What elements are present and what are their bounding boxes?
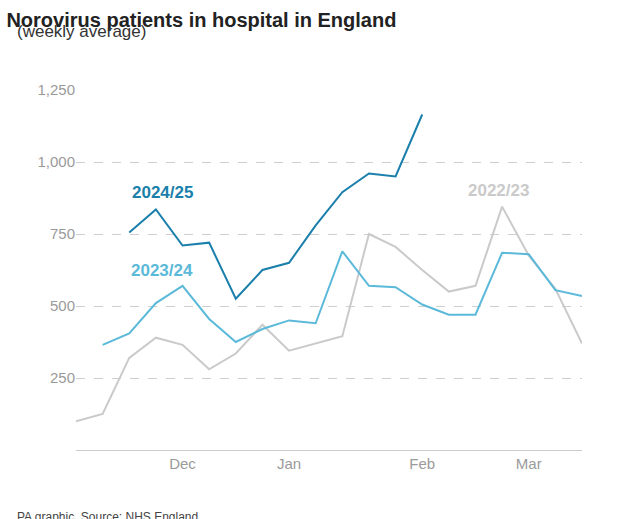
svg-text:750: 750 xyxy=(50,225,75,242)
svg-text:Norovirus patients in hospital: Norovirus patients in hospital in Englan… xyxy=(6,9,396,31)
svg-text:PA graphic. Source: NHS Englan: PA graphic. Source: NHS England xyxy=(17,510,198,519)
svg-text:Dec: Dec xyxy=(169,455,196,472)
svg-text:Feb: Feb xyxy=(409,455,435,472)
svg-text:500: 500 xyxy=(50,297,75,314)
svg-text:Mar: Mar xyxy=(516,455,542,472)
svg-text:2024/25: 2024/25 xyxy=(132,183,193,202)
svg-text:Jan: Jan xyxy=(277,455,301,472)
svg-text:1,250: 1,250 xyxy=(37,81,75,98)
svg-text:2023/24: 2023/24 xyxy=(131,261,193,280)
svg-text:(weekly average): (weekly average) xyxy=(17,22,146,41)
svg-text:250: 250 xyxy=(50,369,75,386)
svg-text:1,000: 1,000 xyxy=(37,153,75,170)
svg-text:2022/23: 2022/23 xyxy=(468,181,529,200)
